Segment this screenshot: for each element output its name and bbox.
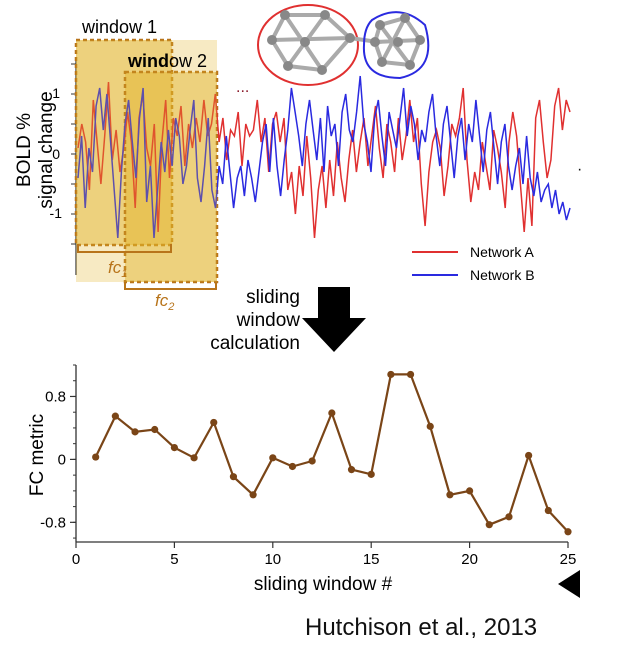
window-overlay	[76, 40, 217, 282]
network-b-graph	[362, 11, 430, 80]
fc-point	[210, 418, 218, 427]
fc-xtick-label: 5	[170, 551, 178, 568]
network-b-series	[77, 75, 571, 239]
fc2-label: fc2	[155, 291, 174, 313]
fc-point	[466, 487, 474, 495]
network-a-graph	[257, 4, 379, 86]
bold-ytick-neg1: -1	[50, 205, 63, 221]
window-1-label: window 1	[81, 17, 157, 37]
fc-xtick-label: 15	[363, 551, 380, 568]
bold-ylabel-line2: signal change	[36, 91, 57, 208]
fc-point	[170, 444, 178, 452]
fc1-label: fc1	[108, 258, 127, 280]
fc-point	[406, 370, 415, 379]
window-2-label-rest: ow 2	[169, 51, 207, 71]
fc-xtick-label: 10	[264, 551, 281, 568]
bold-ylabel-line1: BOLD %	[14, 113, 35, 187]
fc-point	[151, 425, 159, 434]
fc-point	[367, 470, 375, 478]
fc-xtick-label: 20	[461, 551, 478, 568]
fc-point	[269, 454, 277, 462]
fc-point	[190, 454, 198, 462]
fc2-bracket	[124, 282, 217, 290]
fc-point	[426, 422, 434, 430]
fc-point	[249, 491, 257, 499]
fc-ytick-label: 0.8	[45, 388, 66, 405]
fc-point	[308, 457, 316, 465]
corner-arrowhead-icon	[558, 570, 580, 598]
fc-chart: FC metric sliding window # 0 5 10 15 20 25 0.8…	[27, 364, 577, 595]
fc-axis-ticks: 0 5 10 15 20 25 0.8 0 -0.8	[40, 364, 577, 568]
fc-xtick-label: 0	[72, 551, 80, 568]
fc-point	[525, 451, 533, 460]
network-a-series	[77, 81, 571, 239]
end-dot: ·	[577, 161, 582, 178]
fc-ylabel: FC metric	[27, 414, 48, 496]
fc-point	[111, 412, 119, 420]
fc-point	[347, 466, 356, 474]
window-2-label: window 2	[127, 51, 207, 71]
fc-xtick-label: 25	[560, 551, 577, 568]
fc-point	[446, 491, 454, 499]
arrow-label-line2: window	[236, 310, 301, 331]
fc-points	[92, 370, 572, 536]
bold-y-axis-ticks	[71, 63, 76, 245]
down-arrow-icon	[302, 287, 366, 352]
fc-ytick-label: 0	[58, 451, 66, 468]
fc-line	[94, 373, 569, 533]
window-2-label-bold: wind	[127, 51, 169, 71]
fc-point	[229, 473, 238, 481]
bold-ytick-1: 1	[52, 85, 60, 101]
fc-point	[328, 409, 336, 417]
ellipsis: ...	[236, 79, 249, 96]
fc-point	[544, 506, 552, 515]
legend-label-b: Network B	[470, 267, 535, 283]
arrow-label-line1: sliding	[246, 287, 300, 308]
bold-ytick-0: 0	[52, 146, 60, 162]
fc-point	[288, 462, 297, 471]
fc-xlabel: sliding window #	[254, 574, 393, 595]
fc-point	[505, 513, 513, 521]
top-panel: BOLD % signal change 1 0 -1 window 1 win…	[14, 4, 582, 313]
fc1-bracket	[77, 244, 172, 253]
fc-point	[564, 528, 572, 536]
arrow-label-line3: calculation	[210, 333, 300, 354]
legend-label-a: Network A	[470, 244, 534, 260]
fc-point	[387, 370, 395, 379]
sliding-window-arrow: sliding window calculation	[210, 287, 366, 354]
fc-ytick-label: -0.8	[40, 514, 66, 531]
citation: Hutchison et al., 2013	[305, 614, 538, 641]
fc-point	[92, 453, 100, 461]
fc-point	[485, 521, 493, 529]
fc-point	[131, 428, 139, 436]
